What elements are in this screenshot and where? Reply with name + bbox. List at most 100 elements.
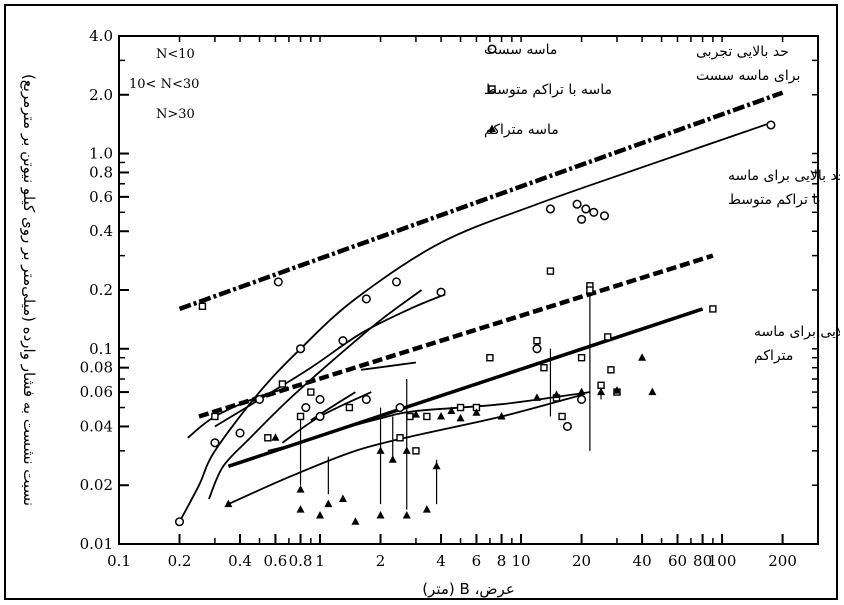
n-range-label: 10< N<30 — [129, 77, 199, 92]
data-point-circle — [315, 394, 325, 405]
data-point-triangle — [648, 387, 657, 396]
data-point-triangle — [497, 411, 506, 420]
legend-label: ماسه سست — [484, 42, 557, 58]
data-point-circle — [254, 394, 265, 405]
data-point-square — [198, 302, 207, 311]
fitted-curve — [228, 394, 582, 505]
data-point-circle — [338, 336, 348, 346]
data-point-square — [412, 447, 420, 455]
data-point-triangle — [376, 446, 385, 454]
y-tick-label: 0.6 — [89, 188, 113, 206]
data-point-triangle — [532, 393, 541, 401]
x-tick-label: 80 — [693, 552, 712, 570]
fitted-curves — [178, 121, 774, 523]
annotation-text: با تراکم متوسط — [728, 192, 821, 208]
text-labels: عرض، B (متر) نسبت نشست به فشار وارده (میل… — [20, 42, 840, 598]
fitted-curve — [208, 289, 423, 500]
data-point-circle — [315, 411, 325, 422]
y-tick-label: 0.4 — [89, 222, 113, 240]
fitted-curve — [214, 293, 446, 428]
data-point-triangle — [324, 499, 333, 508]
y-tick-label: 2.0 — [89, 86, 113, 104]
data-point-circle — [532, 344, 542, 354]
data-points — [174, 120, 776, 527]
data-point-triangle — [612, 386, 621, 394]
data-point-square — [546, 267, 555, 275]
y-tick-label: 0.1 — [89, 340, 113, 358]
plot-area-border — [118, 35, 819, 545]
data-point-circle — [577, 394, 587, 405]
data-point-triangle — [224, 499, 233, 508]
fitted-curve — [187, 387, 290, 439]
data-point-circle — [391, 277, 402, 287]
figure-frame: 0.1 0.2 0.4 0.6 0.8 1 2 4 6 8 10 20 40 60 80 100 200 0.01… — [4, 4, 840, 600]
data-point-square — [264, 434, 272, 442]
data-point-circle — [581, 204, 591, 214]
y-tick-label: 4.0 — [89, 27, 113, 45]
data-point-triangle — [437, 411, 446, 420]
data-point-circle — [235, 428, 245, 438]
data-point-circle — [599, 211, 610, 221]
data-point-circle — [174, 517, 185, 527]
data-point-square — [406, 412, 414, 421]
y-tick-label: 0.8 — [89, 163, 113, 181]
legend-label: ماسه متراکم — [484, 122, 559, 138]
data-point-circle — [295, 344, 306, 354]
data-point-circle — [361, 294, 371, 304]
data-point-circle — [572, 199, 582, 209]
x-tick-label: 60 — [668, 552, 687, 570]
x-axis-title: عرض، B (متر) — [422, 580, 515, 598]
data-point-triangle — [422, 505, 431, 513]
data-point-square — [278, 380, 287, 388]
data-point-square — [709, 305, 717, 313]
data-point-square — [577, 354, 586, 362]
x-tick-label: 2 — [376, 552, 386, 570]
data-point-circle — [589, 207, 599, 217]
annotation-text: حد بالایی برای ماسه — [754, 324, 840, 340]
data-point-triangle — [447, 406, 456, 415]
data-point-circle — [301, 402, 311, 413]
annotation-text: حد بالایی برای ماسه — [728, 168, 840, 184]
fitted-curve — [360, 361, 417, 371]
x-tick-label: 0.4 — [228, 552, 252, 570]
legend-marker-circle — [487, 44, 497, 54]
data-point-circle — [210, 438, 220, 448]
data-point-triangle — [472, 408, 481, 416]
data-point-triangle — [351, 517, 360, 525]
x-tick-label: 4 — [436, 552, 446, 570]
data-point-square — [604, 333, 612, 341]
legend-marker-triangle — [488, 124, 496, 132]
upper-limit-line — [198, 253, 714, 419]
data-point-triangle — [552, 390, 561, 398]
data-point-circle — [361, 394, 371, 405]
y-tick-label: 0.04 — [80, 417, 113, 435]
data-point-triangle — [338, 494, 347, 503]
annotation-text: برای ماسه سست — [696, 68, 800, 84]
data-point-triangle — [638, 353, 647, 361]
data-point-triangle — [597, 387, 606, 396]
x-tick-label: 10 — [512, 552, 531, 570]
x-tick-label: 0.2 — [168, 552, 192, 570]
x-tick-label: 1 — [315, 552, 325, 570]
data-point-triangle — [316, 510, 325, 519]
data-point-circle — [395, 402, 405, 413]
data-point-square — [540, 363, 548, 372]
y-tick-label: 1.0 — [89, 145, 113, 163]
data-point-circle — [766, 120, 776, 130]
x-tick-label: 40 — [633, 552, 652, 570]
fitted-curve — [178, 121, 774, 523]
data-point-triangle — [271, 433, 280, 441]
data-point-triangle — [456, 413, 465, 422]
y-tick-label: 0.01 — [80, 535, 113, 553]
data-point-square — [345, 403, 354, 412]
x-tick-label: 6 — [472, 552, 482, 570]
data-point-triangle — [296, 505, 305, 513]
x-tick-label: 20 — [572, 552, 591, 570]
data-point-triangle — [376, 510, 385, 519]
upper-limit-line — [178, 90, 784, 312]
data-point-square — [597, 381, 605, 389]
data-point-triangle — [432, 461, 441, 470]
x-tick-label: 0.6 — [264, 552, 288, 570]
